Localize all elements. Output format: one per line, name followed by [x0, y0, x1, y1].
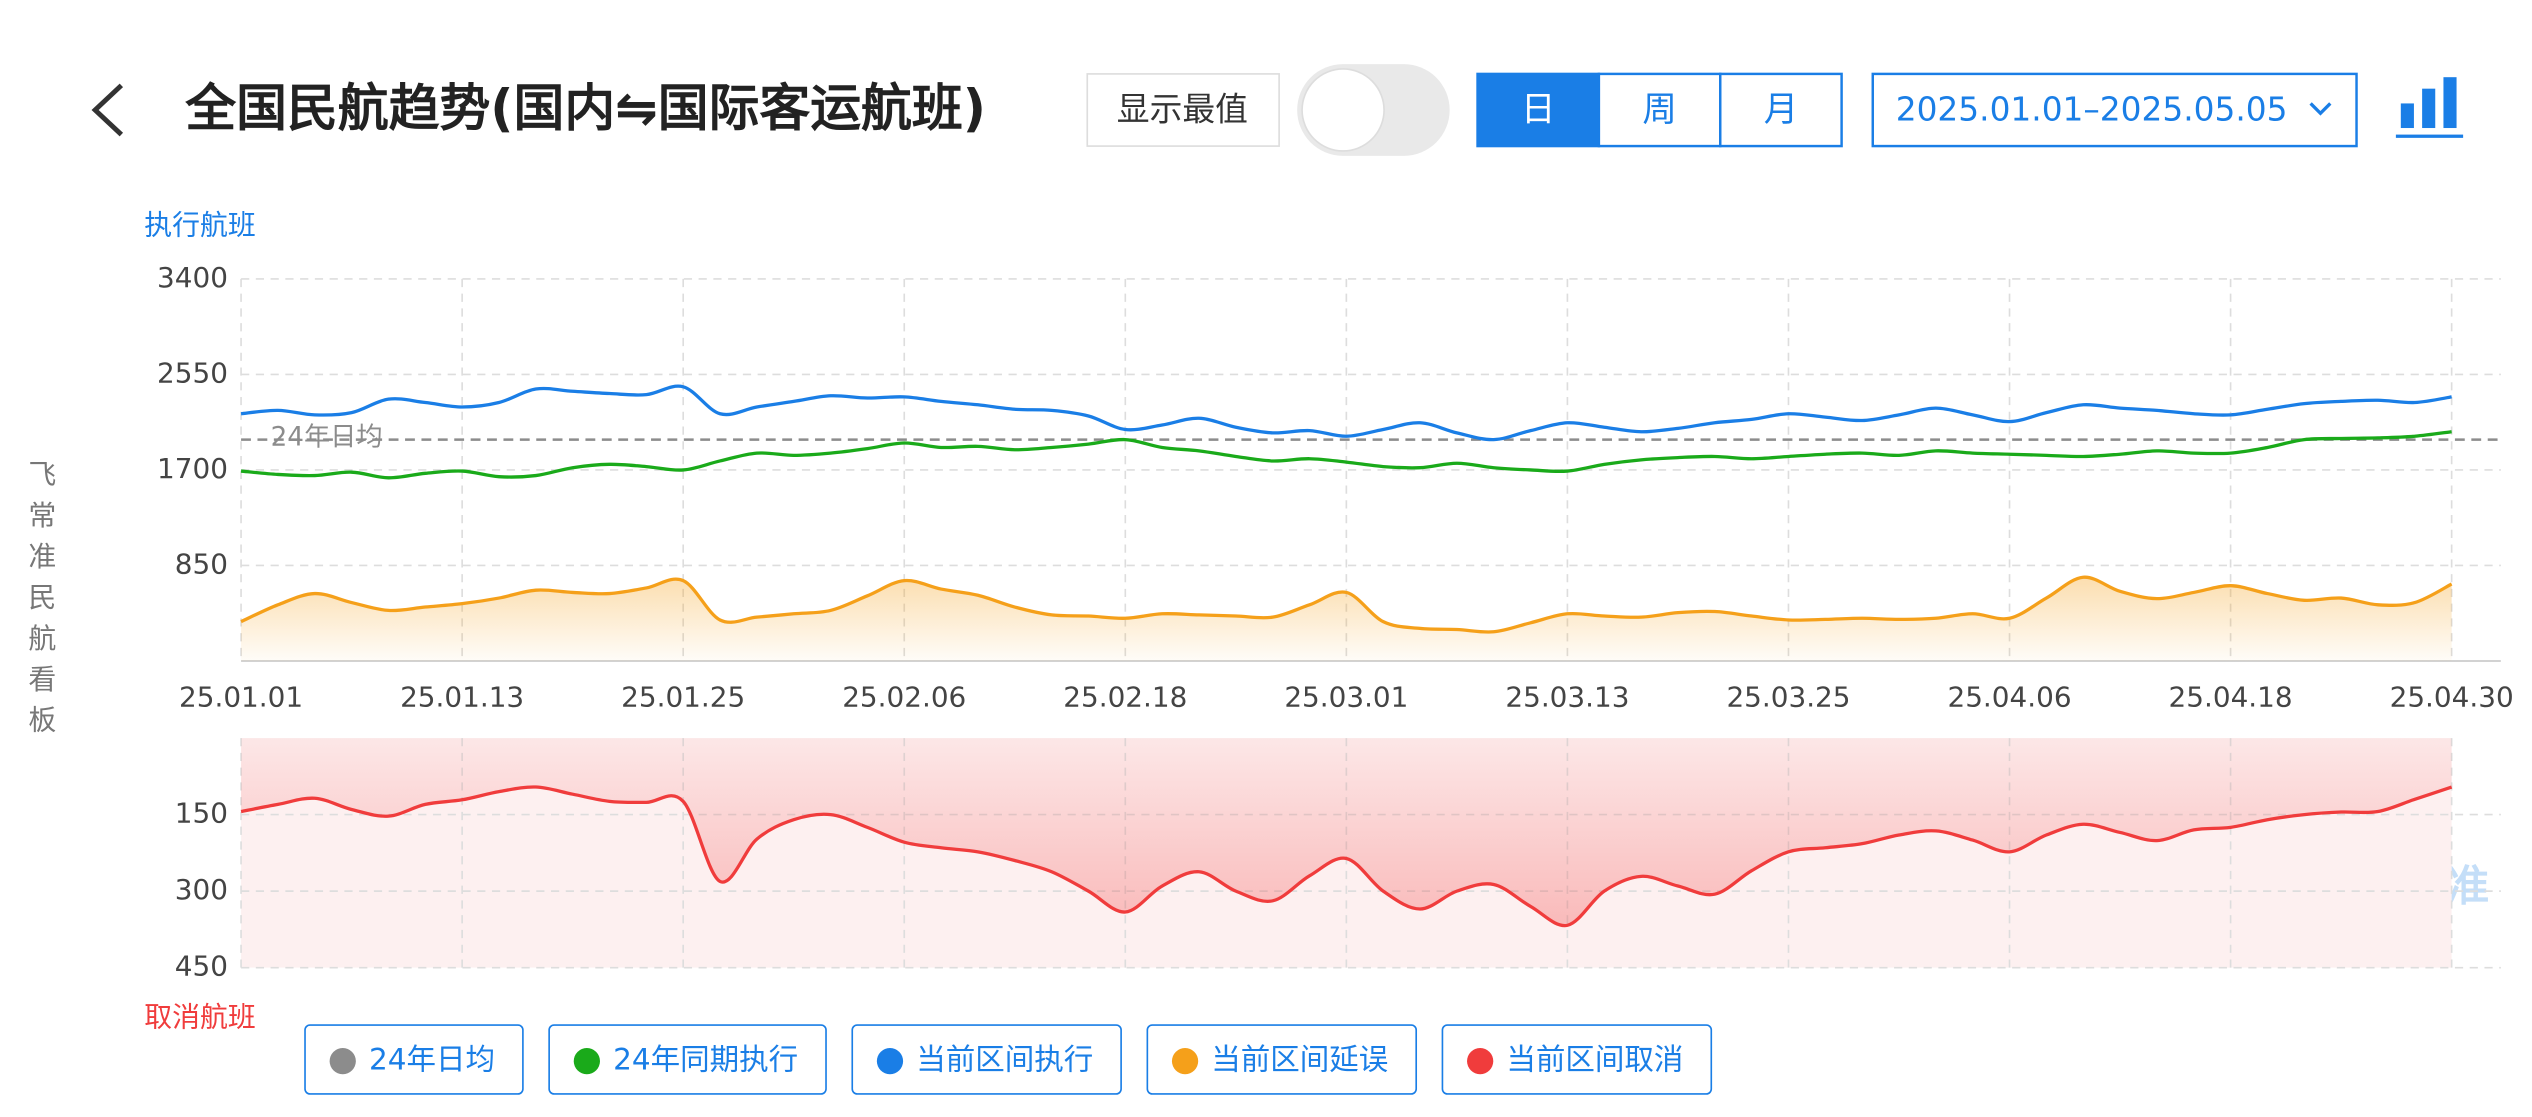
legend-label: 24年日均 [369, 1043, 495, 1077]
legend-dot [1467, 1048, 1494, 1075]
y-tick-label: 1700 [157, 452, 228, 485]
chart-icon[interactable] [2395, 77, 2464, 138]
icon-bar [2422, 88, 2436, 129]
x-tick-label: 25.04.06 [1947, 681, 2071, 714]
x-tick-label: 25.01.25 [621, 681, 745, 714]
tab-label: 周 [1642, 90, 1676, 130]
legend-label: 当前区间取消 [1506, 1043, 1683, 1077]
legend-dot [329, 1048, 356, 1075]
legend-box [548, 1024, 827, 1095]
tab[interactable] [1476, 72, 1601, 148]
legend-label: 当前区间执行 [916, 1043, 1093, 1077]
legend-box [1146, 1024, 1418, 1095]
page-title: 全国民航趋势(国内⇋国际客运航班) [184, 79, 986, 138]
tab[interactable] [1719, 72, 1843, 148]
icon-bar [2400, 103, 2414, 129]
side-label: 飞常准民航看板 [24, 459, 57, 746]
series-line [240, 575, 2453, 634]
series-line [240, 384, 2452, 442]
legend-item[interactable]: 当前区间延误 [1146, 1024, 1418, 1095]
series-line [240, 785, 2453, 928]
series-line [240, 430, 2452, 480]
tab-label: 日 [1521, 90, 1555, 130]
legend-label: 当前区间延误 [1211, 1043, 1388, 1077]
y-tick-label: 2550 [157, 356, 228, 389]
legend-item[interactable]: 当前区间取消 [1441, 1024, 1713, 1095]
tab-label: 月 [1764, 90, 1798, 130]
series-area [241, 738, 2452, 926]
legend-box [1441, 1024, 1713, 1095]
date-range: 2025.01.01–2025.05.05 [1896, 91, 2288, 129]
y-tick-label: 450 [175, 950, 228, 983]
legend-dot [573, 1048, 600, 1075]
tabs: 日周月 [1476, 72, 1843, 148]
legend-dot [876, 1048, 904, 1075]
back-button[interactable] [91, 83, 124, 137]
series-area [241, 577, 2452, 661]
x-tick-label: 25.04.30 [2390, 681, 2514, 714]
legend-box [304, 1024, 524, 1095]
toggle-label-box [1086, 73, 1280, 147]
legend-item[interactable]: 当前区间执行 [851, 1024, 1122, 1095]
legend-item[interactable]: 24年日均 [304, 1024, 524, 1095]
legend-dot [1171, 1048, 1199, 1075]
y-tick-label: 3400 [157, 261, 228, 294]
toggle-knob [1301, 68, 1385, 152]
x-tick-label: 25.01.01 [179, 681, 303, 714]
legend-box [851, 1024, 1122, 1095]
y-tick-label: 850 [175, 547, 228, 580]
x-tick-label: 25.02.06 [842, 681, 966, 714]
legend-item[interactable]: 24年同期执行 [548, 1024, 827, 1095]
x-tick-label: 25.02.18 [1063, 681, 1187, 714]
y-tick-label: 150 [175, 797, 228, 830]
toggle-label: 显示最值 [1117, 91, 1248, 129]
x-tick-label: 25.03.25 [1726, 681, 1850, 714]
x-tick-label: 25.03.13 [1505, 681, 1629, 714]
icon-underline [2395, 134, 2464, 138]
date-picker[interactable] [1871, 72, 2358, 148]
y-tick-label: 300 [175, 873, 228, 906]
x-tick-label: 25.04.18 [2169, 681, 2293, 714]
chevron [2309, 102, 2332, 116]
legend-label: 24年同期执行 [613, 1043, 798, 1077]
x-tick-label: 25.03.01 [1284, 681, 1408, 714]
x-tick-label: 25.01.13 [400, 681, 524, 714]
y-axis-label: 执行航班 [144, 208, 255, 241]
icon-bar [2443, 77, 2457, 129]
reference-label: 24年日均 [271, 422, 383, 452]
y-axis-label: 取消航班 [144, 1000, 255, 1033]
